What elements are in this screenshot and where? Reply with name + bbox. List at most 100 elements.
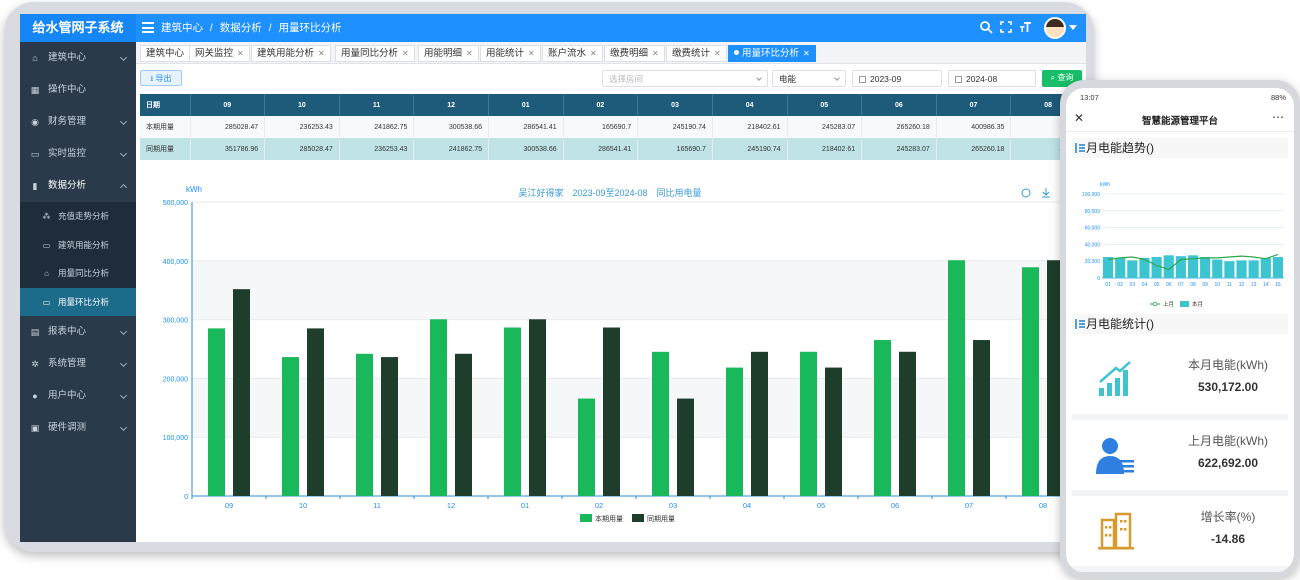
menu-toggle-icon[interactable] xyxy=(142,22,154,33)
mini-x-tick-label: 09 xyxy=(1202,282,1208,288)
tab-energy-detail[interactable]: 用能明细 ✕ xyxy=(418,45,479,62)
close-icon[interactable]: ✕ xyxy=(590,49,597,58)
table-cell: 285028.47 xyxy=(264,138,340,160)
tab-label: 缴费统计 xyxy=(672,48,711,59)
sidebar-item-label: 实时监控 xyxy=(48,148,87,159)
mini-legend-label: 上月 xyxy=(1163,300,1174,308)
font-size-icon[interactable] xyxy=(1018,20,1034,36)
tab-account-flow[interactable]: 账户流水 ✕ xyxy=(542,45,603,62)
tab-building-center[interactable]: 建筑中心 xyxy=(140,45,191,62)
tab-yoy-usage[interactable]: 用量同比分析 ✕ xyxy=(335,45,415,62)
sidebar-item-label: 系统管理 xyxy=(48,358,87,369)
mini-x-tick-label: 12 xyxy=(1239,282,1245,288)
sidebar-item-hardware-debug[interactable]: ▣ 硬件调测 xyxy=(20,412,136,444)
sidebar-item-label: 硬件调测 xyxy=(48,422,87,433)
sidebar-item-data-analysis[interactable]: ▮ 数据分析 xyxy=(20,170,136,202)
export-label: 导出 xyxy=(155,74,172,83)
table-cell: 245283.07 xyxy=(787,116,863,138)
tablet-frame: 给水管网子系统 建筑中心 / 数据分析 / 用量环比分析 xyxy=(4,2,1094,552)
table-cell: 265260.18 xyxy=(861,116,937,138)
close-icon[interactable]: ✕ xyxy=(1074,111,1085,125)
stat-value: -14.86 xyxy=(1210,532,1246,546)
search-icon[interactable] xyxy=(978,20,994,36)
more-icon[interactable]: ⋯ xyxy=(1272,110,1284,124)
end-month-picker[interactable]: 2024-08 xyxy=(948,70,1036,87)
bar-current xyxy=(726,367,743,496)
x-tick-label: 03 xyxy=(669,501,677,510)
end-month-value: 2024-08 xyxy=(966,74,998,84)
mini-x-tick-label: 02 xyxy=(1117,282,1123,288)
start-month-picker[interactable]: 2023-09 xyxy=(852,70,942,87)
energy-type-select[interactable]: 电能 xyxy=(772,70,846,87)
table-cell: 245190.74 xyxy=(637,116,713,138)
close-icon[interactable]: ✕ xyxy=(528,49,535,58)
table-row-label: 同期用量 xyxy=(140,138,191,160)
export-button[interactable]: ⭳ 导出 xyxy=(140,70,182,86)
mini-x-tick-label: 03 xyxy=(1130,282,1136,288)
table-header-cell: 07 xyxy=(936,94,1012,116)
x-tick-label: 04 xyxy=(743,501,751,510)
bar-current xyxy=(652,351,669,496)
y-tick-label: 500,000 xyxy=(163,200,188,207)
tab-energy-stats[interactable]: 用能统计 ✕ xyxy=(480,45,541,62)
legend-label: 同期用量 xyxy=(647,515,675,523)
stat-label: 上月电能(kWh) xyxy=(1188,434,1268,448)
tab-mom-usage[interactable]: 用量环比分析 ✕ xyxy=(728,45,816,62)
sidebar-item-label: 操作中心 xyxy=(48,84,87,95)
close-icon[interactable]: ✕ xyxy=(714,49,721,58)
table-cell: 286541.41 xyxy=(488,116,564,138)
legend-swatch xyxy=(580,514,592,522)
table-header-cell: 04 xyxy=(712,94,788,116)
tab-gateway-monitor[interactable]: 网关监控 ✕ xyxy=(189,45,250,62)
x-tick-label: 06 xyxy=(891,501,899,510)
mini-x-tick-label: 04 xyxy=(1142,282,1148,288)
tab-payment-detail[interactable]: 缴费明细 ✕ xyxy=(604,45,665,62)
table-header-cell: 12 xyxy=(413,94,489,116)
chevron-down-icon[interactable] xyxy=(1069,25,1077,30)
sidebar-item-report-center[interactable]: ▤ 报表中心 xyxy=(20,316,136,348)
sidebar-submenu: ⁂ 充值走势分析 ▭ 建筑用能分析 ⌂ 用量同比分析 ▭ 用量环比分析 xyxy=(20,202,136,316)
table-header-row: 日期 09 10 11 12 01 02 03 04 05 06 07 08 xyxy=(140,94,1086,116)
sidebar-subitem-recharge-trend[interactable]: ⁂ 充值走势分析 xyxy=(20,202,136,231)
tab-building-energy[interactable]: 建筑用能分析 ✕ xyxy=(251,45,331,62)
monitor-icon: ▭ xyxy=(42,297,51,307)
mini-x-tick-label: 08 xyxy=(1190,282,1196,288)
table-header-cell: 11 xyxy=(339,94,415,116)
y-tick-label: 400,000 xyxy=(163,259,188,266)
sidebar-item-system-management[interactable]: ✲ 系统管理 xyxy=(20,348,136,380)
close-icon[interactable]: ✕ xyxy=(318,49,325,58)
close-icon[interactable]: ✕ xyxy=(402,49,409,58)
tab-payment-stats[interactable]: 缴费统计 ✕ xyxy=(666,45,727,62)
breadcrumb-item[interactable]: 数据分析 xyxy=(219,22,262,34)
mini-bar xyxy=(1260,257,1271,278)
table-header-cell: 10 xyxy=(264,94,340,116)
breadcrumb: 建筑中心 / 数据分析 / 用量环比分析 xyxy=(161,14,346,42)
table-row-label: 本期用量 xyxy=(140,116,191,138)
sidebar-item-realtime-monitor[interactable]: ▭ 实时监控 xyxy=(20,138,136,170)
sidebar-item-building-center[interactable]: ⌂ 建筑中心 xyxy=(20,42,136,74)
table-cell: 236253.43 xyxy=(264,116,340,138)
close-icon[interactable]: ✕ xyxy=(652,49,659,58)
user-avatar[interactable] xyxy=(1044,17,1066,39)
mini-bar xyxy=(1187,255,1199,278)
fullscreen-icon[interactable] xyxy=(998,20,1014,36)
sidebar-item-operation-center[interactable]: ▦ 操作中心 xyxy=(20,74,136,106)
sidebar-item-user-center[interactable]: ● 用户中心 xyxy=(20,380,136,412)
start-month-value: 2023-09 xyxy=(870,74,902,84)
table-cell: 245190.74 xyxy=(712,138,788,160)
close-icon[interactable]: ✕ xyxy=(466,49,473,58)
monitor-icon: ▭ xyxy=(42,240,51,250)
sidebar-item-finance[interactable]: ◉ 财务管理 xyxy=(20,106,136,138)
app-title: 给水管网子系统 xyxy=(20,14,136,42)
sidebar-subitem-building-energy[interactable]: ▭ 建筑用能分析 xyxy=(20,231,136,260)
breadcrumb-item[interactable]: 建筑中心 xyxy=(161,22,203,34)
bar-current xyxy=(208,328,225,496)
room-select[interactable]: 选择房间 xyxy=(602,70,768,87)
sidebar-subitem-yoy-usage[interactable]: ⌂ 用量同比分析 xyxy=(20,259,136,288)
breadcrumb-separator: / xyxy=(209,22,213,34)
x-tick-label: 09 xyxy=(225,501,233,510)
sidebar-subitem-mom-usage[interactable]: ▭ 用量环比分析 xyxy=(20,287,136,316)
close-icon[interactable]: ✕ xyxy=(803,49,810,58)
close-icon[interactable]: ✕ xyxy=(237,49,244,58)
